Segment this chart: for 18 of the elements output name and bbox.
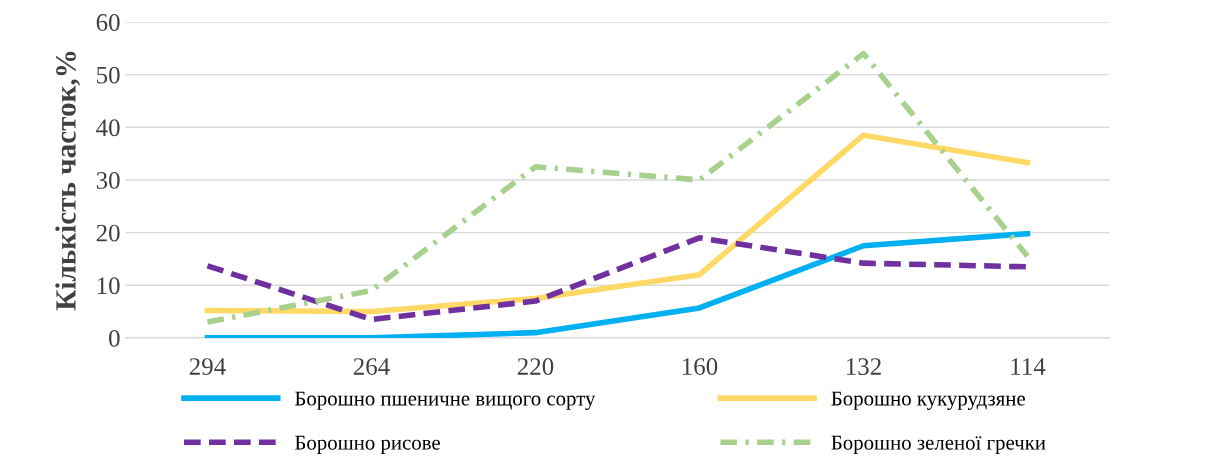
legend-label: Борошно рисове [295,435,440,454]
y-axis-title: Кількість часток,% [55,51,81,311]
y-tick-label: 60 [96,14,120,31]
x-tick-label: 264 [353,358,390,375]
y-tick-label: 20 [96,224,120,242]
x-tick-label: 132 [846,358,881,375]
y-tick-label: 0 [109,329,120,347]
x-tick-label: 114 [1011,358,1046,375]
legend-label: Борошно кукурудзяне [831,391,1025,410]
y-tick-label: 10 [97,277,120,295]
y-tick-label: 50 [97,66,120,84]
x-tick-label: 220 [517,358,554,375]
y-tick-label: 40 [96,119,120,137]
x-tick-label: 294 [189,358,226,375]
x-tick-label: 160 [682,358,718,375]
y-tick-label: 30 [96,171,120,189]
legend-label: Борошно зеленої гречки [831,435,1046,454]
legend-label: Борошно пшеничне вищого сорту [295,391,596,410]
